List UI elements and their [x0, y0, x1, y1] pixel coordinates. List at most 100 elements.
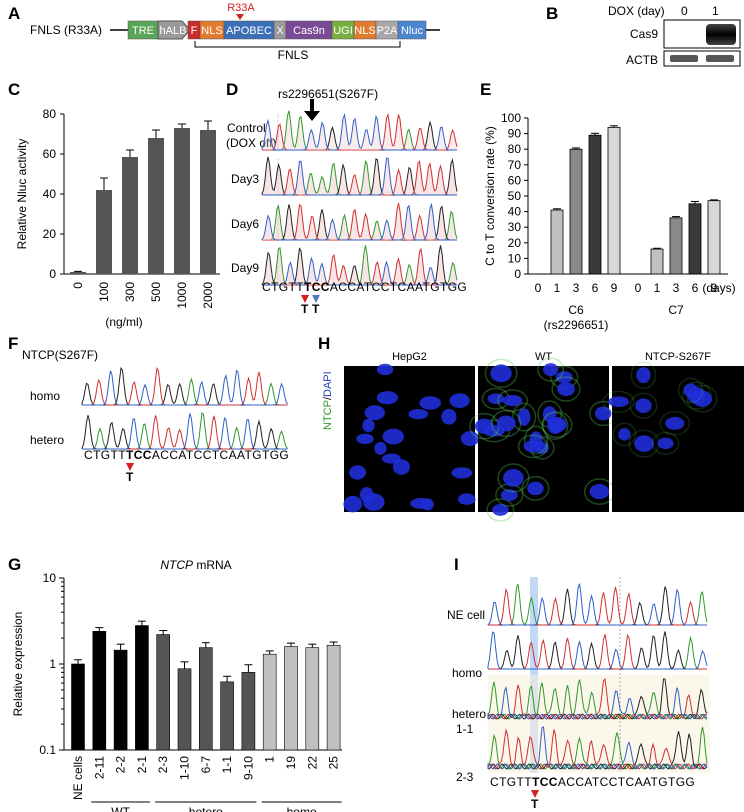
nucleus: [496, 415, 516, 432]
nucleus: [589, 484, 610, 500]
nucleus: [382, 428, 405, 445]
segment-label-cas9n: Cas9n: [293, 25, 325, 37]
membrane-signal: [651, 431, 680, 455]
g-xtick-label: 22: [305, 756, 319, 770]
mutation-marker-f: [126, 463, 134, 471]
e-group-label: C7: [668, 303, 684, 317]
g-group-label: homo: [287, 805, 317, 812]
segment-label-f: F: [191, 25, 198, 37]
nucleus: [451, 467, 473, 479]
e-ytick-label: 50: [508, 189, 522, 203]
g-xtick-label: 2-11: [92, 756, 106, 779]
chromatogram-trace: [488, 583, 708, 626]
nucleus: [457, 493, 476, 505]
e-xtick-label: 9: [611, 281, 618, 295]
nucleus: [441, 408, 457, 425]
segment-label-p2a: P2A: [377, 25, 398, 37]
chromatogram-trace: [488, 631, 707, 670]
chromatogram-fill: [262, 204, 458, 240]
g-bar: [71, 663, 85, 751]
micrograph-hepg2: [343, 363, 480, 513]
nucleus: [364, 405, 385, 421]
chromatogram-fill: [262, 245, 458, 285]
panel-label-c: C: [8, 80, 21, 99]
c-ytick-label: 60: [43, 147, 57, 161]
chromatogram-trace: [487, 631, 708, 670]
membrane-signal: [521, 475, 550, 501]
construct-name: FNLS (R33A): [30, 23, 103, 37]
nucleus: [665, 416, 685, 430]
segment-label-nluc: Nluc: [401, 25, 424, 37]
e-ytick-label: 80: [508, 142, 522, 156]
row-hetero-i: hetero: [452, 707, 487, 721]
g-title: NTCP mRNA: [160, 558, 231, 572]
g-xtick-label: NE cells: [71, 756, 85, 800]
nucleus: [363, 493, 385, 511]
segment-label-nls: NLS: [201, 25, 222, 37]
e-ytick-label: 40: [508, 205, 522, 219]
sequence-i: CTGTTTCCACCATCCTCAATGTGG: [490, 775, 696, 789]
mutation-marker-a: [236, 14, 244, 20]
e-xtick-label: 6: [692, 281, 699, 295]
chromatogram-fill: [262, 114, 458, 150]
blot-actb-band-0: [670, 55, 698, 62]
nucleus: [500, 489, 518, 502]
e-bar: [669, 217, 683, 275]
e-ytick-label: 10: [508, 251, 522, 265]
panel-label-e: E: [480, 80, 492, 99]
membrane-signal: [602, 390, 635, 413]
row-hetero-f: hetero: [30, 433, 65, 447]
chromatogram-trace: [262, 157, 457, 196]
blot-label-cas9: Cas9: [630, 27, 659, 41]
e-xtick-label: 3: [573, 281, 580, 295]
g-group-label: hetero: [189, 805, 223, 812]
nucleus: [523, 440, 543, 453]
c-bar: [148, 138, 164, 274]
ntcp-dapi-label: NTCP/DAPI: [322, 371, 334, 430]
c-xlabel: (ng/ml): [105, 315, 142, 329]
western-blot: [663, 19, 741, 67]
chromatogram-trace: [262, 160, 457, 196]
membrane-signal: [659, 411, 691, 436]
chromatogram-f: [81, 366, 288, 450]
nucleus: [608, 396, 629, 408]
micrograph-title-s267f: NTCP-S267F: [644, 351, 712, 363]
g-xtick-label: 6-7: [199, 756, 213, 774]
dox-header: DOX (day): [608, 4, 665, 18]
g-bar: [177, 668, 192, 751]
row-control-sub: (DOX off): [226, 136, 277, 150]
panel-label-g: G: [8, 555, 22, 574]
g-xtick-label: 2-1: [135, 756, 149, 774]
nucleus: [517, 408, 531, 426]
nucleus: [527, 481, 544, 496]
e-bar: [550, 209, 564, 275]
membrane-signal: [629, 392, 658, 419]
nucleus: [635, 398, 652, 414]
nucleus: [503, 469, 524, 487]
chromatogram-fill: [262, 161, 458, 195]
e-ytick-label: 60: [508, 173, 522, 187]
c-xtick-label: 1000: [175, 282, 189, 309]
e-group-sub: (rs2296651): [544, 318, 609, 332]
segment-halb: [157, 20, 191, 40]
membrane-signal: [612, 422, 637, 447]
chromatogram-trace: [262, 256, 457, 286]
g-xtick-label: 19: [284, 756, 298, 770]
g-bar: [262, 653, 277, 751]
chromatogram-fill: [262, 158, 458, 195]
e-ylabel: C to T conversion rate (%): [483, 126, 497, 266]
chromatogram-trace: [82, 366, 288, 406]
e-bar: [588, 134, 602, 275]
c-ytick-label: 40: [43, 187, 57, 201]
e-xtick-label: 6: [592, 281, 599, 295]
chromatogram-trace: [487, 728, 707, 770]
e-ytick-label: 0: [514, 267, 521, 281]
chromatogram-i: [487, 577, 710, 773]
row-day9: Day9: [231, 261, 260, 275]
c-xtick-label: 2000: [201, 282, 215, 309]
sequence-d: CTGTTTCCACCATCCTCAATGTGG: [262, 280, 468, 294]
chromatogram-fill: [262, 245, 458, 285]
segment-label-x: X: [276, 25, 284, 37]
c-ytick-label: 80: [43, 107, 57, 121]
nucleus: [547, 417, 567, 433]
